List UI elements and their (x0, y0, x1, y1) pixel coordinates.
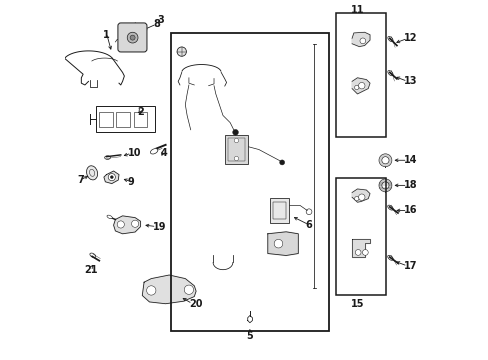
Circle shape (354, 85, 358, 90)
Bar (224, 135, 247, 164)
Polygon shape (351, 32, 369, 46)
Text: 1: 1 (103, 30, 110, 40)
Text: 5: 5 (246, 331, 253, 341)
Ellipse shape (387, 255, 392, 260)
Bar (273, 202, 285, 220)
Circle shape (359, 38, 365, 44)
Circle shape (184, 285, 193, 294)
Bar (116, 112, 130, 127)
Circle shape (358, 82, 364, 89)
Circle shape (277, 216, 281, 220)
Text: 19: 19 (153, 222, 166, 231)
Circle shape (232, 130, 238, 135)
Circle shape (127, 32, 138, 43)
Text: 8: 8 (153, 19, 160, 29)
Bar (96, 107, 155, 132)
Text: 2: 2 (137, 107, 143, 117)
Bar (227, 138, 244, 161)
Circle shape (381, 157, 388, 164)
Polygon shape (113, 216, 140, 234)
Text: 13: 13 (403, 76, 417, 86)
Bar (171, 33, 328, 330)
Bar (133, 112, 147, 127)
Circle shape (131, 220, 139, 227)
Circle shape (234, 156, 238, 161)
Polygon shape (142, 275, 196, 304)
Circle shape (279, 160, 284, 165)
Text: 18: 18 (403, 180, 417, 190)
Circle shape (378, 179, 391, 192)
Circle shape (117, 221, 124, 228)
Circle shape (354, 197, 358, 201)
Circle shape (305, 209, 311, 215)
FancyBboxPatch shape (118, 23, 147, 52)
Polygon shape (351, 189, 369, 202)
Text: 11: 11 (350, 5, 364, 15)
Text: 20: 20 (188, 299, 202, 309)
Text: 14: 14 (403, 155, 417, 165)
Ellipse shape (107, 215, 112, 219)
Circle shape (108, 174, 115, 181)
Bar (99, 112, 113, 127)
Ellipse shape (150, 149, 158, 154)
Polygon shape (351, 78, 369, 94)
Circle shape (355, 249, 360, 255)
Text: 6: 6 (305, 220, 311, 230)
Text: 15: 15 (350, 299, 364, 309)
Polygon shape (351, 239, 369, 257)
Circle shape (177, 47, 186, 56)
Text: 9: 9 (128, 177, 134, 187)
Ellipse shape (387, 71, 392, 76)
Circle shape (110, 176, 113, 179)
Polygon shape (104, 171, 119, 184)
Text: 4: 4 (160, 148, 167, 158)
Text: 17: 17 (403, 261, 417, 271)
Text: 16: 16 (403, 206, 417, 216)
Bar (335, 13, 386, 137)
Circle shape (130, 35, 135, 40)
Circle shape (378, 154, 391, 167)
Circle shape (277, 201, 281, 206)
Bar (335, 178, 386, 295)
Circle shape (362, 249, 367, 255)
Circle shape (146, 286, 156, 295)
Polygon shape (267, 232, 298, 256)
Ellipse shape (104, 156, 110, 159)
Circle shape (381, 182, 388, 189)
Circle shape (274, 239, 282, 248)
Bar (269, 198, 289, 223)
Circle shape (358, 194, 364, 201)
Ellipse shape (86, 166, 98, 180)
Ellipse shape (90, 253, 96, 257)
Text: 7: 7 (77, 175, 83, 185)
Text: 12: 12 (403, 33, 417, 43)
Ellipse shape (387, 36, 392, 42)
Text: 21: 21 (84, 265, 98, 275)
Text: 3: 3 (157, 15, 163, 26)
Circle shape (234, 138, 238, 143)
Ellipse shape (387, 205, 392, 210)
Text: 10: 10 (128, 148, 141, 158)
